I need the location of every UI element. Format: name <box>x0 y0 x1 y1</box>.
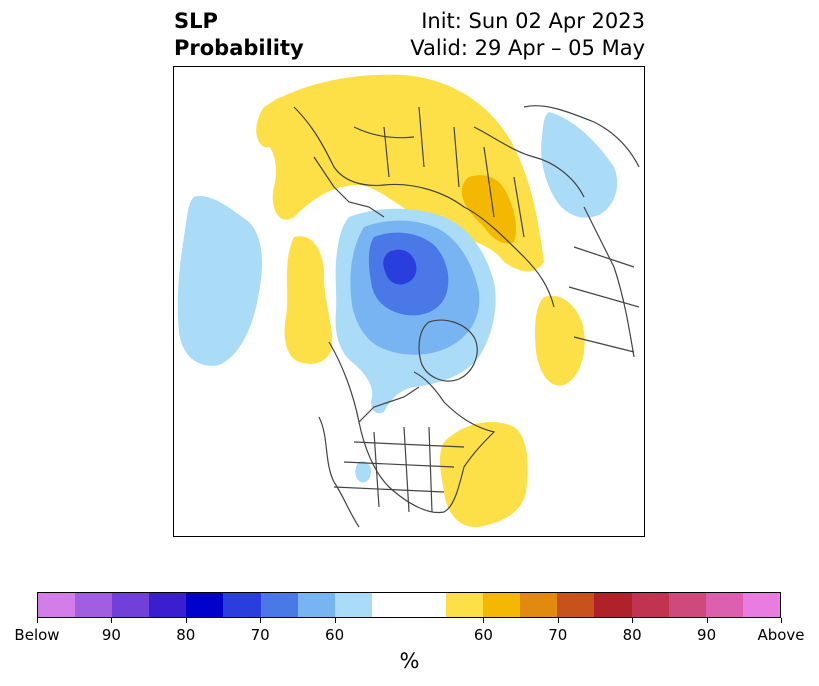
colorbar-segment <box>297 593 335 617</box>
colorbar-tick-mark <box>557 618 559 623</box>
colorbar-ticks: Below 90 80 70 60 60 70 80 90 Above <box>0 626 819 646</box>
product-title: Probability <box>174 36 304 60</box>
map-canvas <box>177 74 640 528</box>
colorbar-segment <box>631 593 669 617</box>
below-60-region-asia <box>541 112 618 218</box>
colorbar-segment <box>668 593 706 617</box>
colorbar-segment <box>186 593 224 617</box>
colorbar-segment <box>223 593 261 617</box>
date-block: Init: Sun 02 Apr 2023 Valid: 29 Apr – 05… <box>410 8 645 62</box>
colorbar-tick-mark <box>260 618 262 623</box>
above-60-region-west <box>256 96 290 148</box>
colorbar-segment <box>705 593 743 617</box>
colorbar-tick-mark <box>111 618 113 623</box>
colorbar-segment <box>112 593 150 617</box>
init-date: Init: Sun 02 Apr 2023 <box>421 9 645 33</box>
colorbar-segment <box>557 593 595 617</box>
valid-date: Valid: 29 Apr – 05 May <box>410 36 645 60</box>
above-60-region-europe <box>256 74 544 272</box>
above-60-region-pacific <box>534 295 585 386</box>
colorbar-segment <box>260 593 298 617</box>
colorbar-tick-mark <box>334 618 336 623</box>
map-title-block: SLP Probability <box>174 8 304 62</box>
colorbar-segment <box>483 593 521 617</box>
colorbar-tick-label: 90 <box>101 626 121 644</box>
colorbar-tick-label: 80 <box>176 626 196 644</box>
colorbar-tick-label: 60 <box>473 626 493 644</box>
colorbar-tick-label: Above <box>757 626 805 644</box>
probability-map <box>173 66 645 537</box>
colorbar-segment <box>75 593 113 617</box>
below-60-region-na <box>355 461 372 483</box>
colorbar-tick-label: 70 <box>548 626 568 644</box>
colorbar-segment <box>149 593 187 617</box>
colorbar-tick-label: Below <box>14 626 60 644</box>
colorbar-tick-label: 80 <box>622 626 642 644</box>
land-outlines <box>293 105 640 528</box>
colorbar-tick-label: 90 <box>697 626 717 644</box>
colorbar-segment <box>334 593 372 617</box>
colorbar-tick-label: 60 <box>325 626 345 644</box>
colorbar-tick-mark <box>483 618 485 623</box>
colorbar-segment <box>594 593 632 617</box>
colorbar-tick-mark <box>185 618 187 623</box>
colorbar-segment <box>520 593 558 617</box>
variable-title: SLP <box>174 9 218 33</box>
colorbar <box>37 592 781 618</box>
above-60-region-na <box>439 422 528 528</box>
colorbar-tick-mark <box>781 618 782 623</box>
colorbar-segment <box>371 593 447 617</box>
below-90-region-arctic <box>383 249 417 285</box>
colorbar-tick-mark <box>37 618 38 623</box>
colorbar-segment <box>446 593 484 617</box>
colorbar-tick-mark <box>706 618 708 623</box>
above-70-region-russia <box>461 175 517 244</box>
above-60-region-atlantic <box>284 236 333 364</box>
colorbar-segment <box>38 593 76 617</box>
below-60-region-atlantic <box>177 196 262 366</box>
colorbar-unit: % <box>399 649 420 673</box>
colorbar-tick-mark <box>632 618 634 623</box>
colorbar-segment <box>742 593 780 617</box>
colorbar-tick-label: 70 <box>250 626 270 644</box>
